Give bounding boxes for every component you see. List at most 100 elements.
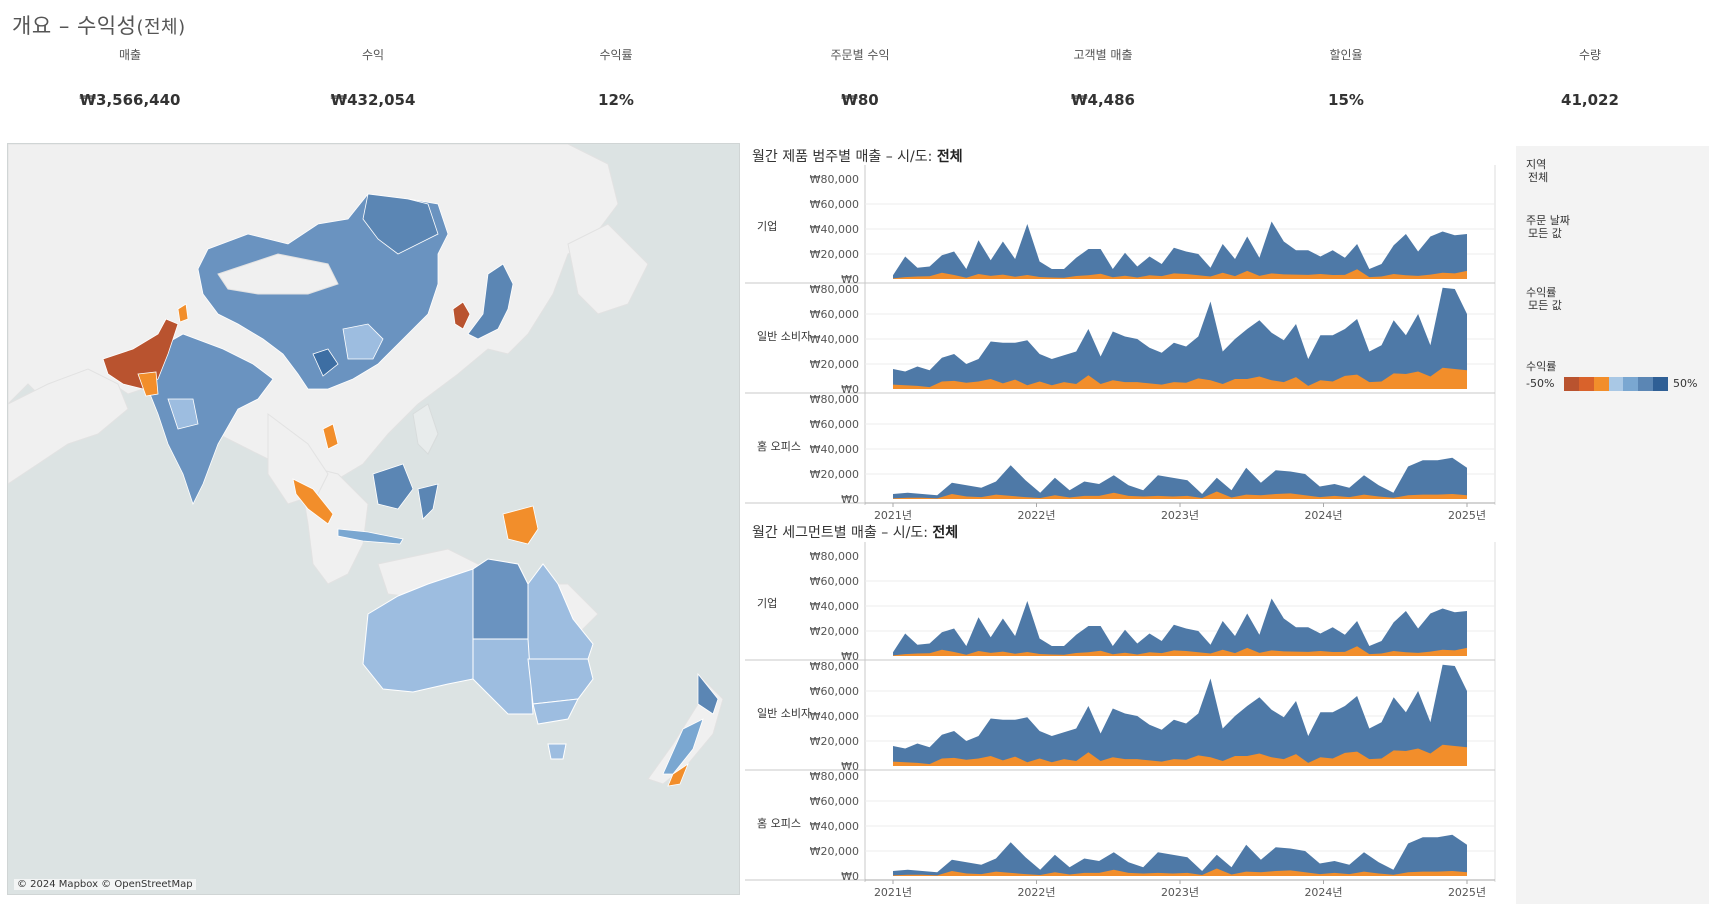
- region-pakistan-south[interactable]: [137, 371, 159, 397]
- filter-date-value[interactable]: 모든 값: [1528, 227, 1562, 240]
- y-tick-label: ₩20,000: [810, 735, 859, 748]
- kpi-label: 고객별 매출: [1073, 48, 1133, 62]
- kpi-value: 12%: [598, 91, 634, 109]
- y-tick-label: ₩0: [841, 273, 859, 286]
- region-australia-nt[interactable]: [472, 558, 529, 640]
- profit-area[interactable]: [893, 868, 1467, 877]
- filter-region[interactable]: 지역 전체: [1526, 158, 1548, 184]
- kpi-value: ₩3,566,440: [79, 91, 181, 109]
- y-tick-label: ₩20,000: [810, 248, 859, 261]
- y-tick-label: ₩0: [841, 870, 859, 883]
- y-tick-label: ₩80,000: [810, 393, 859, 406]
- y-tick-label: ₩60,000: [810, 795, 859, 808]
- y-tick-label: ₩20,000: [810, 358, 859, 371]
- y-tick-label: ₩40,000: [810, 223, 859, 236]
- kpi-value: 15%: [1328, 91, 1364, 109]
- sales-area[interactable]: [893, 221, 1467, 280]
- kpi-label: 수익률: [599, 48, 633, 62]
- region-australia-west[interactable]: [362, 568, 474, 693]
- map-canvas[interactable]: [8, 144, 740, 895]
- region-australia-sa[interactable]: [472, 638, 534, 715]
- region-india[interactable]: [147, 333, 274, 506]
- y-tick-label: ₩40,000: [810, 600, 859, 613]
- land-japan-area: [567, 223, 649, 315]
- region-tasmania[interactable]: [547, 743, 567, 760]
- filter-order-date[interactable]: 주문 날짜 모든 값: [1526, 214, 1570, 240]
- profit-area[interactable]: [893, 646, 1467, 656]
- filter-region-value[interactable]: 전체: [1528, 171, 1549, 184]
- y-tick-label: ₩40,000: [810, 443, 859, 456]
- x-tick-label: 2021년: [874, 886, 912, 899]
- kpi-value: ₩80: [841, 91, 879, 109]
- region-india-north[interactable]: [167, 398, 199, 430]
- region-korea[interactable]: [452, 301, 471, 330]
- legend-swatch: [1638, 377, 1654, 391]
- category-sales-chart[interactable]: ₩80,000₩60,000₩40,000₩20,000₩0기업₩80,000₩…: [745, 165, 1510, 520]
- kpi-profit[interactable]: 수익 ₩432,054: [263, 42, 483, 109]
- chart-title-category: 월간 제품 범주별 매출 – 시/도: 전체: [752, 146, 963, 166]
- kpi-discount[interactable]: 할인율 15%: [1236, 42, 1456, 109]
- region-philippines: [412, 403, 439, 455]
- filter-profit-ratio[interactable]: 수익률 모든 값: [1526, 286, 1562, 312]
- profit-area[interactable]: [893, 269, 1467, 279]
- kpi-profit-per-order[interactable]: 주문별 수익 ₩80: [750, 42, 970, 109]
- map-attribution: © 2024 Mapbox © OpenStreetMap: [14, 879, 196, 890]
- region-sumatra[interactable]: [292, 478, 334, 525]
- row-label: 홈 오피스: [757, 816, 801, 830]
- profit-area[interactable]: [893, 744, 1467, 766]
- y-tick-label: ₩20,000: [810, 625, 859, 638]
- legend-swatch: [1593, 377, 1609, 391]
- kpi-quantity[interactable]: 수량 41,022: [1480, 42, 1700, 109]
- y-tick-label: ₩0: [841, 760, 859, 773]
- y-tick-label: ₩80,000: [810, 283, 859, 296]
- kpi-value: 41,022: [1561, 91, 1619, 109]
- page-title-main: 개요 – 수익성: [12, 14, 137, 38]
- y-tick-label: ₩60,000: [810, 418, 859, 431]
- chart-title-text: 월간 세그먼트별 매출 – 시/도:: [752, 525, 928, 541]
- region-japan[interactable]: [467, 263, 514, 340]
- row-label: 일반 소비자: [757, 706, 811, 720]
- region-afghan-tip[interactable]: [177, 303, 189, 323]
- region-nz-north[interactable]: [697, 672, 719, 715]
- sales-area[interactable]: [893, 664, 1467, 766]
- segment-sales-chart[interactable]: ₩80,000₩60,000₩40,000₩20,000₩0기업₩80,000₩…: [745, 542, 1510, 904]
- profit-area[interactable]: [893, 367, 1467, 389]
- x-tick-label: 2025년: [1448, 886, 1486, 899]
- profit-map[interactable]: © 2024 Mapbox © OpenStreetMap: [7, 143, 740, 895]
- kpi-profit-ratio[interactable]: 수익률 12%: [506, 42, 726, 109]
- y-tick-label: ₩80,000: [810, 660, 859, 673]
- region-china-central[interactable]: [342, 323, 384, 360]
- profit-area[interactable]: [893, 491, 1467, 500]
- region-china-south[interactable]: [312, 348, 339, 377]
- sales-area[interactable]: [893, 287, 1467, 389]
- x-tick-label: 2021년: [874, 509, 912, 520]
- kpi-sales-per-customer[interactable]: 고객별 매출 ₩4,486: [993, 42, 1213, 109]
- x-tick-label: 2025년: [1448, 509, 1486, 520]
- y-tick-label: ₩0: [841, 383, 859, 396]
- filter-profit-label: 수익률: [1526, 286, 1557, 299]
- sales-area[interactable]: [893, 598, 1467, 657]
- region-borneo[interactable]: [372, 463, 414, 510]
- kpi-sales[interactable]: 매출 ₩3,566,440: [20, 42, 240, 109]
- filter-profit-value[interactable]: 모든 값: [1528, 299, 1562, 312]
- filter-panel: 지역 전체 주문 날짜 모든 값 수익률 모든 값 수익률 -50% 50%: [1516, 146, 1709, 904]
- row-label: 일반 소비자: [757, 329, 811, 343]
- region-nz-south[interactable]: [662, 718, 704, 775]
- sales-area[interactable]: [893, 834, 1467, 876]
- region-pakistan[interactable]: [102, 318, 179, 390]
- sales-area[interactable]: [893, 457, 1467, 499]
- x-tick-label: 2022년: [1017, 509, 1055, 520]
- region-china-north[interactable]: [362, 193, 439, 255]
- region-papua[interactable]: [502, 505, 539, 545]
- region-java[interactable]: [337, 528, 404, 545]
- region-nz-orange[interactable]: [667, 762, 689, 787]
- region-australia-nsw[interactable]: [527, 658, 594, 705]
- x-tick-label: 2023년: [1161, 509, 1199, 520]
- y-tick-label: ₩80,000: [810, 173, 859, 186]
- kpi-value: ₩432,054: [330, 91, 416, 109]
- region-australia-vic[interactable]: [532, 698, 579, 725]
- chart-title-bold: 전체: [932, 525, 959, 541]
- y-tick-label: ₩40,000: [810, 820, 859, 833]
- region-sulawesi[interactable]: [417, 483, 439, 520]
- region-vietnam[interactable]: [322, 423, 339, 450]
